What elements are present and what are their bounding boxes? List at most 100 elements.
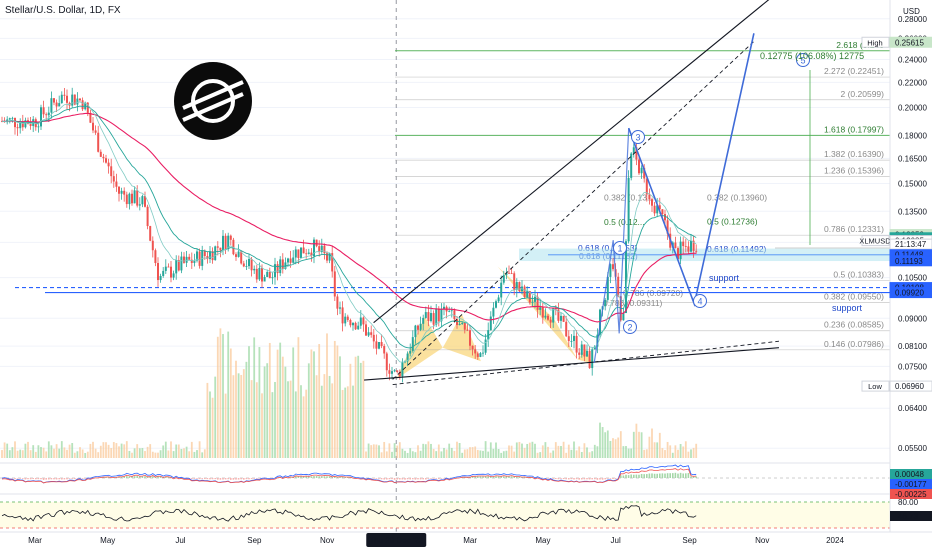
candle-body bbox=[76, 98, 79, 105]
candle-body bbox=[513, 273, 516, 290]
volume-bar bbox=[544, 442, 547, 458]
macd-histogram-bar bbox=[588, 478, 591, 480]
volume-bar bbox=[658, 432, 661, 458]
candle-body bbox=[120, 190, 123, 194]
volume-bar bbox=[601, 427, 604, 458]
macd-histogram-bar bbox=[479, 476, 482, 478]
candle-body bbox=[417, 325, 419, 330]
volume-bar bbox=[437, 444, 440, 458]
macd-histogram-bar bbox=[308, 476, 310, 478]
candle-body bbox=[157, 263, 159, 281]
volume-bar bbox=[391, 451, 393, 458]
volume-bar bbox=[565, 452, 568, 458]
candle-body bbox=[229, 235, 232, 240]
volume-bar bbox=[297, 337, 300, 458]
candle-body bbox=[81, 100, 84, 110]
macd-histogram-bar bbox=[365, 478, 367, 479]
candle-body bbox=[365, 324, 367, 336]
volume-bar bbox=[661, 448, 664, 458]
volume-bar bbox=[411, 451, 414, 458]
macd-histogram-bar bbox=[622, 475, 625, 478]
volume-bar bbox=[619, 431, 622, 458]
macd-histogram-bar bbox=[612, 478, 614, 480]
candle-body bbox=[112, 176, 115, 182]
volume-bar bbox=[567, 444, 570, 458]
volume-bar bbox=[320, 385, 323, 458]
candle-body bbox=[136, 190, 139, 206]
candle-body bbox=[414, 325, 417, 338]
candle-body bbox=[339, 307, 341, 309]
candle-body bbox=[534, 296, 536, 302]
macd-histogram-bar bbox=[495, 476, 497, 478]
macd-histogram-bar bbox=[237, 478, 240, 480]
candle-body bbox=[523, 286, 526, 298]
candle-body bbox=[89, 112, 92, 123]
volume-bar bbox=[632, 431, 635, 458]
macd-histogram-bar bbox=[620, 475, 622, 478]
candle-body bbox=[281, 259, 284, 269]
macd-histogram-bar bbox=[664, 473, 666, 478]
volume-bar bbox=[653, 442, 656, 458]
candle-body bbox=[276, 264, 279, 274]
macd-histogram-bar bbox=[523, 476, 526, 478]
volume-bar bbox=[214, 376, 217, 458]
candle-body bbox=[354, 322, 357, 330]
macd-histogram-bar bbox=[232, 478, 235, 480]
macd-histogram-bar bbox=[659, 473, 661, 478]
candle-body bbox=[125, 194, 128, 205]
volume-bar bbox=[625, 446, 627, 458]
macd-histogram-bar bbox=[227, 478, 229, 480]
volume-bar bbox=[690, 449, 692, 458]
candle-body bbox=[549, 319, 552, 323]
macd-histogram-bar bbox=[562, 478, 565, 480]
volume-bar bbox=[16, 450, 19, 458]
volume-bar bbox=[196, 450, 198, 458]
candle-body bbox=[536, 296, 539, 310]
candle-body bbox=[307, 252, 310, 254]
macd-histogram-bar bbox=[50, 478, 53, 480]
volume-bar bbox=[284, 366, 287, 458]
candle-body bbox=[690, 240, 692, 252]
volume-bar bbox=[27, 441, 29, 458]
volume-bar bbox=[554, 442, 557, 458]
target-label: 0.12775 (106.08%) 12775 bbox=[760, 51, 864, 61]
candle-body bbox=[367, 332, 370, 336]
macd-histogram-bar bbox=[630, 474, 632, 478]
macd-histogram-bar bbox=[607, 478, 609, 479]
price-label-box bbox=[889, 287, 932, 299]
macd-histogram-bar bbox=[679, 472, 682, 478]
pattern-triangle bbox=[442, 313, 481, 362]
price-tick-label: 0.22000 bbox=[898, 78, 927, 87]
volume-bar bbox=[643, 449, 646, 458]
volume-bar bbox=[313, 351, 315, 458]
volume-bar bbox=[609, 440, 612, 458]
candle-body bbox=[515, 282, 518, 290]
macd-histogram-bar bbox=[128, 476, 131, 478]
volume-bar bbox=[383, 441, 386, 458]
candle-body bbox=[146, 206, 149, 227]
price-axis-panel[interactable] bbox=[890, 0, 932, 550]
candle-body bbox=[71, 94, 74, 106]
macd-histogram-bar bbox=[412, 478, 414, 480]
candle-body bbox=[19, 122, 22, 129]
candle-body bbox=[193, 260, 196, 263]
wave-marker bbox=[631, 130, 645, 144]
candle-body bbox=[318, 246, 321, 252]
volume-bar bbox=[695, 443, 698, 458]
candle-body bbox=[224, 235, 227, 250]
macd-histogram-bar bbox=[300, 476, 302, 478]
price-label: 0.25615 bbox=[895, 38, 924, 47]
macd-value-box bbox=[890, 469, 932, 479]
candle-body bbox=[565, 321, 568, 337]
candle-body bbox=[518, 282, 521, 292]
time-axis-ticks[interactable]: Mar May Jul Sep Nov Thu 29 Dec '22 Mar May Jul Se… bbox=[28, 533, 844, 547]
volume-bar bbox=[300, 385, 302, 458]
candle-body bbox=[183, 256, 185, 263]
macd-histogram-bar bbox=[477, 476, 479, 478]
candle-body bbox=[336, 296, 339, 309]
macd-histogram-bar bbox=[250, 478, 253, 479]
volume-bar bbox=[573, 441, 575, 458]
volume-bar bbox=[188, 451, 191, 458]
macd-histogram-bar bbox=[482, 476, 484, 478]
